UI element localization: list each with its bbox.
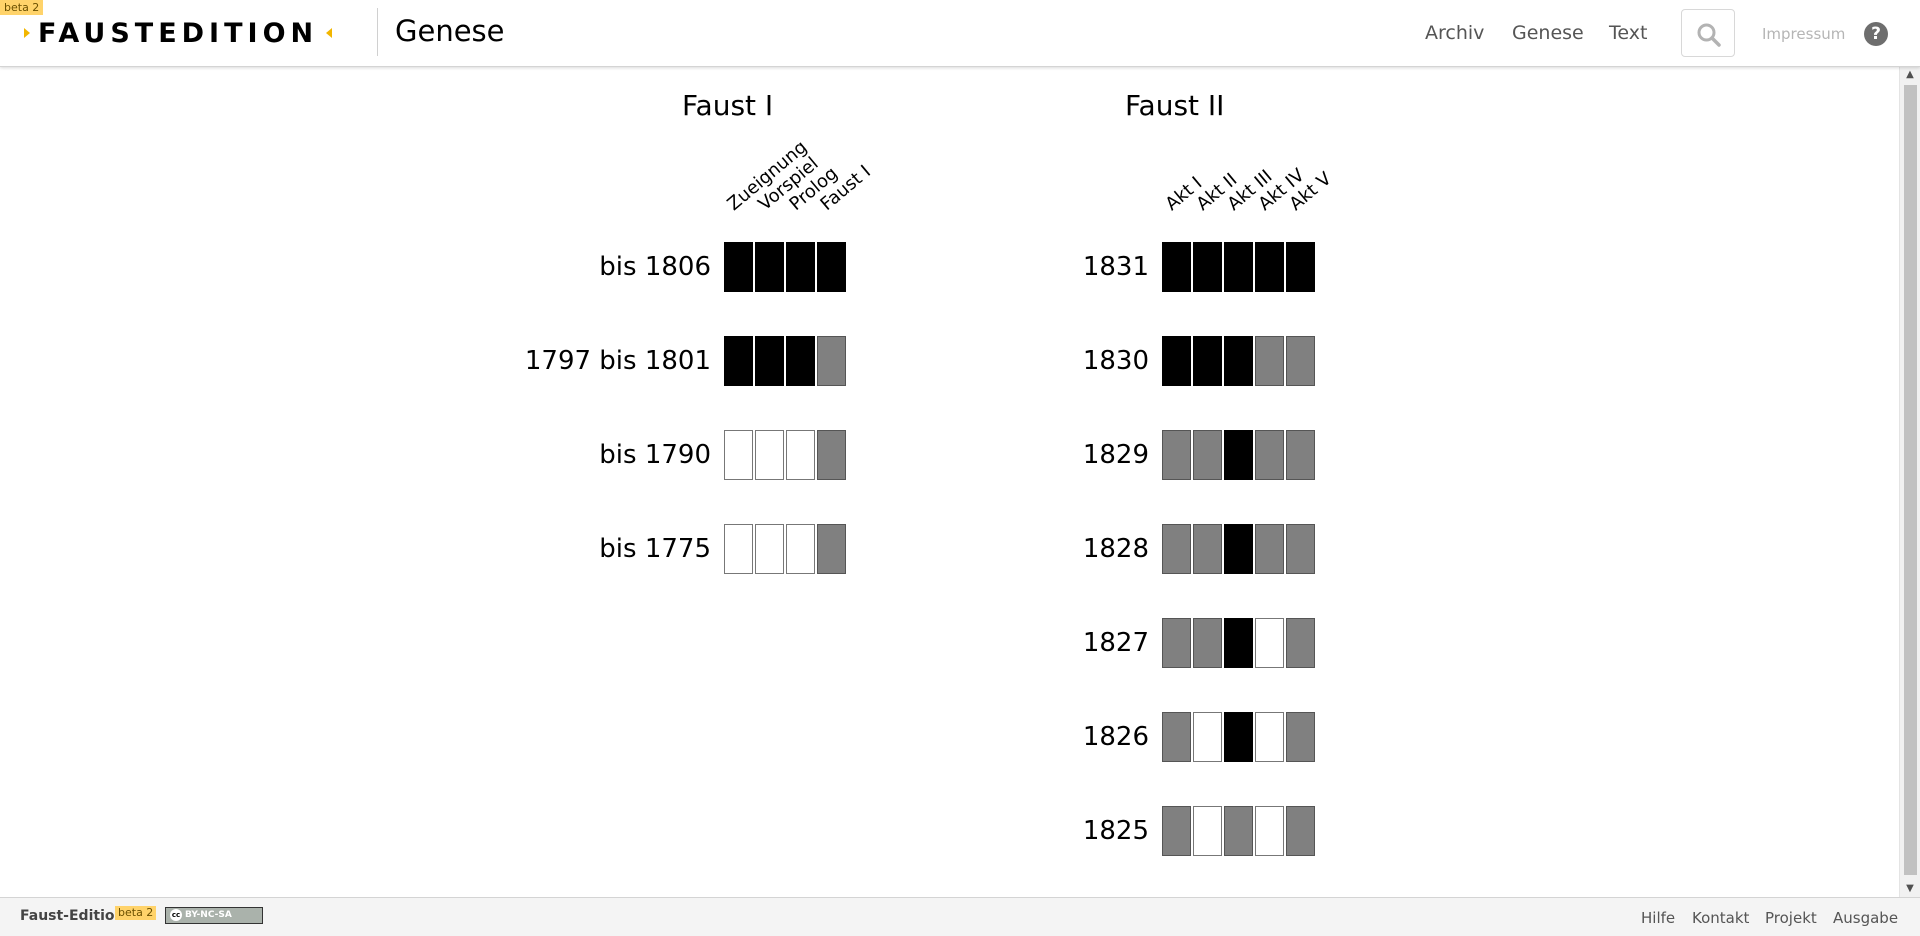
faust1-genesis-cell[interactable] bbox=[786, 430, 815, 480]
faust1-genesis-cell[interactable] bbox=[724, 524, 753, 574]
faust2-genesis-cell[interactable] bbox=[1162, 524, 1191, 574]
footer-hilfe-link[interactable]: Hilfe bbox=[1641, 909, 1676, 927]
faust1-genesis-cell[interactable] bbox=[817, 242, 846, 292]
faust1-genesis-cell[interactable] bbox=[786, 336, 815, 386]
help-icon[interactable]: ? bbox=[1864, 22, 1888, 46]
faust2-genesis-cell[interactable] bbox=[1193, 618, 1222, 668]
footer-brand: Faust-Edition bbox=[20, 908, 125, 924]
faust2-genesis-cell[interactable] bbox=[1162, 806, 1191, 856]
faust2-genesis-cell[interactable] bbox=[1286, 242, 1315, 292]
faust1-genesis-cell[interactable] bbox=[817, 430, 846, 480]
page-title: Genese bbox=[395, 14, 505, 48]
footer-projekt-link[interactable]: Projekt bbox=[1765, 909, 1817, 927]
faust2-genesis-cell[interactable] bbox=[1286, 430, 1315, 480]
faust2-genesis-cell[interactable] bbox=[1224, 430, 1253, 480]
faust2-genesis-cell[interactable] bbox=[1193, 712, 1222, 762]
footer: Faust-Edition beta 2 cc BY-NC-SA Hilfe Ko… bbox=[0, 897, 1920, 936]
header-divider bbox=[377, 8, 378, 56]
faust2-row-label: 1831 bbox=[1082, 252, 1149, 282]
scrollbar-thumb[interactable] bbox=[1904, 85, 1917, 875]
faust1-genesis-cell[interactable] bbox=[817, 524, 846, 574]
faust1-row-label: bis 1790 bbox=[599, 440, 711, 470]
nav-archiv-link[interactable]: Archiv bbox=[1425, 22, 1485, 44]
faust2-genesis-cell[interactable] bbox=[1224, 336, 1253, 386]
faust2-genesis-cell[interactable] bbox=[1286, 806, 1315, 856]
faust2-genesis-cell[interactable] bbox=[1224, 712, 1253, 762]
footer-kontakt-link[interactable]: Kontakt bbox=[1692, 909, 1750, 927]
cc-license-badge[interactable]: cc BY-NC-SA bbox=[165, 907, 263, 924]
faust1-genesis-cell[interactable] bbox=[724, 336, 753, 386]
faust2-genesis-cell[interactable] bbox=[1193, 242, 1222, 292]
faust2-genesis-cell[interactable] bbox=[1162, 712, 1191, 762]
faust2-row-label: 1827 bbox=[1082, 628, 1149, 658]
faust2-genesis-cell[interactable] bbox=[1286, 712, 1315, 762]
logo-triangle-right-icon bbox=[326, 28, 333, 38]
faust1-title[interactable]: Faust I bbox=[682, 89, 774, 122]
faust2-genesis-cell[interactable] bbox=[1162, 430, 1191, 480]
faust2-genesis-cell[interactable] bbox=[1193, 806, 1222, 856]
creative-commons-icon: cc bbox=[170, 908, 182, 921]
footer-ausgabe-link[interactable]: Ausgabe bbox=[1833, 909, 1899, 927]
faust1-genesis-cell[interactable] bbox=[786, 242, 815, 292]
faust2-genesis-cell[interactable] bbox=[1286, 618, 1315, 668]
faust1-row-label: bis 1806 bbox=[599, 252, 711, 282]
footer-beta-badge: beta 2 bbox=[115, 906, 157, 920]
faust2-genesis-cell[interactable] bbox=[1286, 524, 1315, 574]
faust2-genesis-cell[interactable] bbox=[1162, 336, 1191, 386]
faust2-row-label: 1830 bbox=[1082, 346, 1149, 376]
logo-triangle-left-icon bbox=[24, 28, 30, 38]
search-icon bbox=[1697, 23, 1721, 47]
faust1-genesis-cell[interactable] bbox=[755, 336, 784, 386]
top-navbar: beta 2 FAUSTEDITION Genese Archiv Genese… bbox=[0, 0, 1920, 67]
faust2-row-label: 1828 bbox=[1082, 534, 1149, 564]
faust2-genesis-cell[interactable] bbox=[1162, 242, 1191, 292]
faustedition-logo[interactable]: FAUSTEDITION bbox=[24, 15, 333, 51]
faust2-genesis-cell[interactable] bbox=[1255, 336, 1284, 386]
faust2-genesis-cell[interactable] bbox=[1286, 336, 1315, 386]
nav-text-link[interactable]: Text bbox=[1609, 22, 1648, 44]
cc-license-text: BY-NC-SA bbox=[185, 910, 232, 920]
faust2-genesis-cell[interactable] bbox=[1255, 242, 1284, 292]
faust2-row-label: 1826 bbox=[1082, 722, 1149, 752]
faust2-genesis-cell[interactable] bbox=[1224, 524, 1253, 574]
faust2-genesis-cell[interactable] bbox=[1224, 242, 1253, 292]
search-button[interactable] bbox=[1681, 9, 1735, 57]
scroll-up-icon[interactable]: ▲ bbox=[1906, 69, 1914, 80]
faust2-genesis-cell[interactable] bbox=[1255, 430, 1284, 480]
nav-genese-link[interactable]: Genese bbox=[1512, 22, 1584, 44]
faust2-genesis-cell[interactable] bbox=[1224, 618, 1253, 668]
impressum-link[interactable]: Impressum bbox=[1762, 25, 1846, 43]
scroll-down-icon[interactable]: ▼ bbox=[1906, 883, 1914, 894]
faust2-row-label: 1829 bbox=[1082, 440, 1149, 470]
faust2-genesis-cell[interactable] bbox=[1255, 806, 1284, 856]
faust1-genesis-cell[interactable] bbox=[786, 524, 815, 574]
faust1-genesis-cell[interactable] bbox=[755, 524, 784, 574]
genese-overview: Faust I Zueignung Vorspiel Prolog Faust I b… bbox=[0, 67, 1899, 897]
faust2-row-label: 1825 bbox=[1082, 816, 1149, 846]
faust1-genesis-cell[interactable] bbox=[724, 430, 753, 480]
faust1-genesis-cell[interactable] bbox=[724, 242, 753, 292]
beta-badge: beta 2 bbox=[0, 0, 44, 15]
faust2-genesis-cell[interactable] bbox=[1193, 336, 1222, 386]
faust2-genesis-cell[interactable] bbox=[1255, 618, 1284, 668]
faust2-title[interactable]: Faust II bbox=[1125, 89, 1225, 122]
faust1-row-label: bis 1775 bbox=[599, 534, 711, 564]
faust1-genesis-cell[interactable] bbox=[817, 336, 846, 386]
faust2-genesis-cell[interactable] bbox=[1255, 712, 1284, 762]
faust2-genesis-cell[interactable] bbox=[1162, 618, 1191, 668]
faust2-genesis-cell[interactable] bbox=[1224, 806, 1253, 856]
faust2-genesis-cell[interactable] bbox=[1193, 430, 1222, 480]
vertical-scrollbar[interactable]: ▲ ▼ bbox=[1899, 67, 1920, 897]
faust2-genesis-cell[interactable] bbox=[1255, 524, 1284, 574]
faust1-genesis-cell[interactable] bbox=[755, 242, 784, 292]
faust1-genesis-cell[interactable] bbox=[755, 430, 784, 480]
logo-text: FAUSTEDITION bbox=[38, 17, 319, 49]
faust2-genesis-cell[interactable] bbox=[1193, 524, 1222, 574]
faust1-row-label: 1797 bis 1801 bbox=[524, 346, 711, 376]
